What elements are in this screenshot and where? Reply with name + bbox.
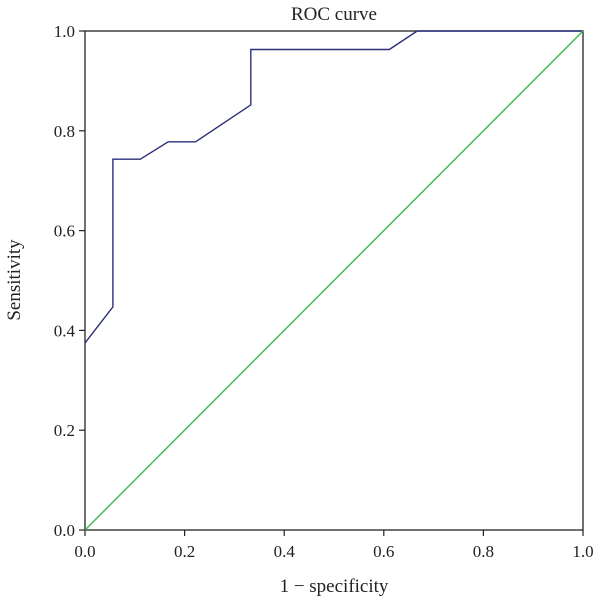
x-tick-label: 0.0 — [74, 542, 95, 561]
x-tick-label: 0.2 — [174, 542, 195, 561]
chart-title: ROC curve — [291, 4, 377, 25]
x-tick-label: 1.0 — [572, 542, 593, 561]
series-layer — [84, 30, 584, 531]
x-tick-label: 0.8 — [473, 542, 494, 561]
plot-area — [84, 30, 584, 531]
tick-layer: 0.0 0.2 0.4 0.6 0.8 1.0 0.0 0.2 0.4 0.6 0.8 1.0 — [54, 22, 594, 561]
x-axis-title: 1 − specificity — [280, 576, 389, 597]
roc-curve-line — [84, 30, 583, 344]
y-tick-label: 0.4 — [54, 321, 76, 340]
y-axis-title: Sensitivity — [4, 239, 25, 321]
x-tick-label: 0.6 — [373, 542, 394, 561]
y-tick-label: 1.0 — [54, 22, 75, 41]
y-tick-label: 0.8 — [54, 122, 75, 141]
x-tick-label: 0.4 — [274, 542, 296, 561]
plot-frame — [84, 30, 584, 531]
y-tick-label: 0.0 — [54, 521, 75, 540]
y-tick-label: 0.6 — [54, 222, 75, 241]
y-tick-label: 0.2 — [54, 421, 75, 440]
reference-diagonal-line — [84, 30, 584, 531]
